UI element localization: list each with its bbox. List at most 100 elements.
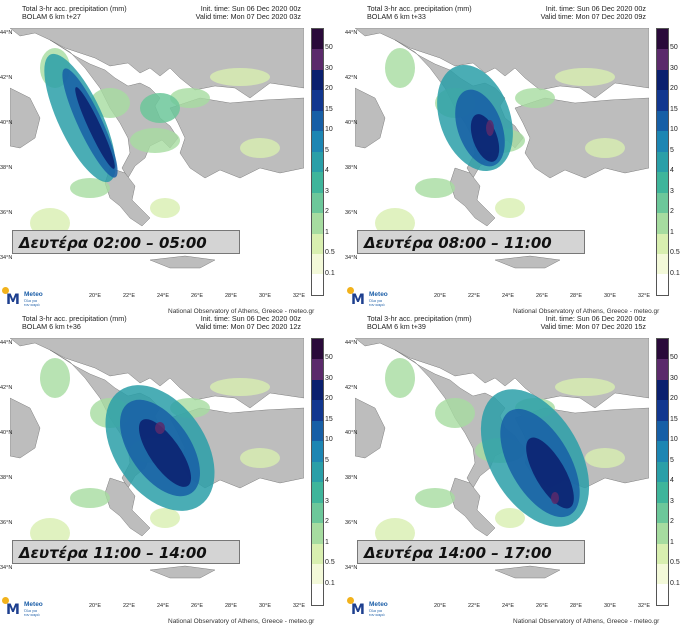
latitude-label: 42°N xyxy=(345,385,358,391)
precip-band xyxy=(138,419,192,487)
colorbar-label: 0.1 xyxy=(325,579,335,587)
latitude-label: 36°N xyxy=(0,210,13,216)
panel-title: Total 3-hr acc. precipitation (mm) xyxy=(367,314,472,323)
colorbar-swatch xyxy=(312,192,323,214)
latitude-label: 38°N xyxy=(345,165,358,171)
map-panel-3: Total 3-hr acc. precipitation (mm) BOLAM… xyxy=(0,310,340,625)
latitude-label: 38°N xyxy=(0,475,13,481)
logo-sub: Όλα για τον καιρό xyxy=(369,299,385,307)
credit-text: National Observatory of Athens, Greece -… xyxy=(168,618,315,625)
colorbar-label: 5 xyxy=(325,456,329,464)
longitude-label: 30°E xyxy=(259,603,271,609)
latitude-label: 40°N xyxy=(0,120,13,126)
colorbar-swatch xyxy=(312,523,323,544)
longitude-label: 30°E xyxy=(604,603,616,609)
longitude-label: 28°E xyxy=(225,293,237,299)
colorbar-swatch xyxy=(312,90,323,111)
panel-header-right: Init. time: Sun 06 Dec 2020 00z Valid ti… xyxy=(528,315,646,331)
longitude-label: 32°E xyxy=(293,293,305,299)
panel-init-time: Init. time: Sun 06 Dec 2020 00z xyxy=(545,314,646,323)
longitude-label: 32°E xyxy=(638,603,650,609)
colorbar-label: 5 xyxy=(325,146,329,154)
precip-light-area xyxy=(515,88,555,108)
colorbar-label: 1 xyxy=(325,228,329,236)
longitude-label: 32°E xyxy=(638,293,650,299)
colorbar-label: 0.5 xyxy=(670,249,680,257)
latitude-label: 34°N xyxy=(0,255,13,261)
longitude-label: 26°E xyxy=(191,293,203,299)
precip-light-area xyxy=(585,138,625,158)
colorbar xyxy=(656,28,669,296)
colorbar-swatch xyxy=(312,253,323,275)
latitude-label: 38°N xyxy=(0,165,13,171)
longitude-label: 30°E xyxy=(604,293,616,299)
colorbar-label: 3 xyxy=(325,187,329,195)
land-area xyxy=(10,87,41,149)
colorbar-label: 15 xyxy=(670,415,678,423)
colorbar-swatch xyxy=(312,379,323,401)
precip-band xyxy=(486,120,494,136)
colorbar-swatch xyxy=(657,502,668,524)
credit-text: National Observatory of Athens, Greece -… xyxy=(168,308,315,315)
colorbar-label: 4 xyxy=(325,167,329,175)
colorbar-swatch xyxy=(657,563,668,585)
colorbar-swatch xyxy=(657,379,668,401)
panel-model: BOLAM 6 km t+27 xyxy=(22,12,81,21)
colorbar-label: 4 xyxy=(325,477,329,485)
land-area xyxy=(355,87,386,149)
colorbar-label: 3 xyxy=(670,497,674,505)
land-area xyxy=(169,97,304,179)
colorbar-label: 2 xyxy=(670,208,674,216)
map-panel-1: Total 3-hr acc. precipitation (mm) BOLAM… xyxy=(0,0,340,316)
panel-title: Total 3-hr acc. precipitation (mm) xyxy=(22,314,127,323)
time-caption: Δευτέρα 14:00 – 17:00 xyxy=(357,540,585,564)
credit-text: National Observatory of Athens, Greece -… xyxy=(513,618,660,625)
logo-sub: Όλα για τον καιρό xyxy=(24,299,40,307)
panel-init-time: Init. time: Sun 06 Dec 2020 00z xyxy=(200,314,301,323)
panel-header-left: Total 3-hr acc. precipitation (mm) BOLAM… xyxy=(22,315,127,331)
colorbar-swatch xyxy=(312,563,323,585)
m-logo-icon: M xyxy=(6,602,20,618)
colorbar xyxy=(656,338,669,606)
colorbar-label: 20 xyxy=(325,395,333,403)
sun-icon xyxy=(2,597,9,604)
longitude-label: 26°E xyxy=(191,603,203,609)
colorbar-label: 50 xyxy=(325,354,333,362)
colorbar-label: 3 xyxy=(325,497,329,505)
colorbar-swatch xyxy=(657,339,668,360)
colorbar-swatch xyxy=(657,461,668,483)
colorbar-label: 2 xyxy=(325,518,329,526)
longitude-label: 20°E xyxy=(89,603,101,609)
longitude-label: 32°E xyxy=(293,603,305,609)
longitude-label: 28°E xyxy=(225,603,237,609)
colorbar-label: 30 xyxy=(670,64,678,72)
m-logo-icon: M xyxy=(351,292,365,308)
latitude-label: 44°N xyxy=(0,30,13,36)
longitude-label: 20°E xyxy=(434,293,446,299)
colorbar-label: 5 xyxy=(670,456,674,464)
longitude-label: 22°E xyxy=(123,603,135,609)
precip-light-area xyxy=(385,48,415,88)
land-area xyxy=(449,477,496,537)
panel-header-right: Init. time: Sun 06 Dec 2020 00z Valid ti… xyxy=(183,315,301,331)
latitude-label: 40°N xyxy=(0,430,13,436)
panel-header-right: Init. time: Sun 06 Dec 2020 00z Valid ti… xyxy=(183,5,301,21)
panel-valid-time: Valid time: Mon 07 Dec 2020 09z xyxy=(540,12,646,21)
logo-name: Meteo xyxy=(24,601,43,608)
land-area xyxy=(449,167,496,227)
colorbar-label: 0.1 xyxy=(670,269,680,277)
sun-icon xyxy=(347,597,354,604)
precip-light-area xyxy=(40,358,70,398)
land-area xyxy=(104,477,151,537)
latitude-label: 42°N xyxy=(0,385,13,391)
longitude-label: 20°E xyxy=(434,603,446,609)
latitude-label: 34°N xyxy=(345,565,358,571)
panel-model: BOLAM 6 km t+33 xyxy=(367,12,426,21)
precip-light-area xyxy=(240,138,280,158)
colorbar-label: 10 xyxy=(325,436,333,444)
colorbar-swatch xyxy=(657,359,668,380)
precip-light-area xyxy=(210,378,270,396)
colorbar-label: 0.5 xyxy=(325,559,335,567)
precip-light-area xyxy=(415,178,455,198)
colorbar-label: 4 xyxy=(670,477,674,485)
